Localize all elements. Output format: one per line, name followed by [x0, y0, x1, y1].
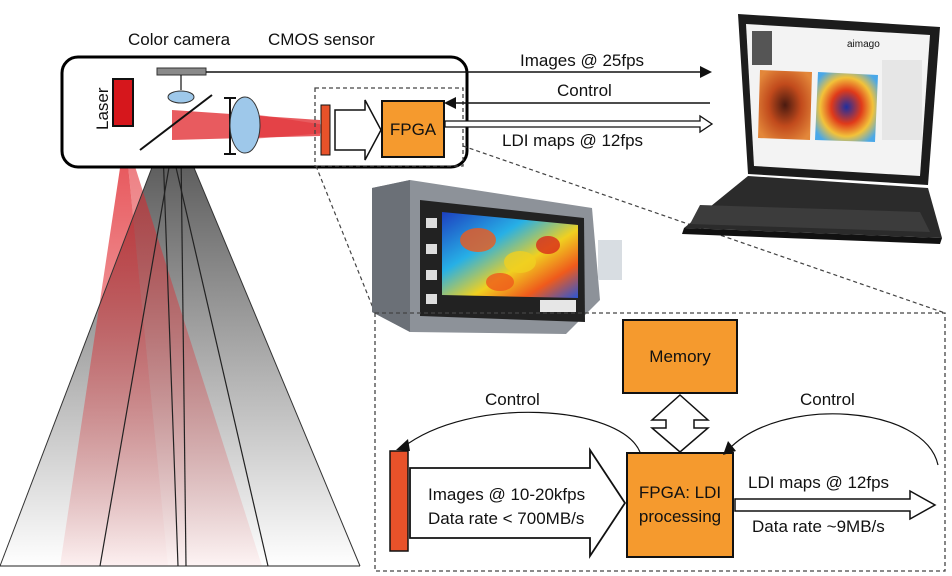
- ldi-maps-top-label: LDI maps @ 12fps: [502, 131, 643, 150]
- cmos-sensor-label: CMOS sensor: [268, 30, 375, 49]
- fpga-top-box: [381, 100, 445, 158]
- color-camera-label: Color camera: [128, 30, 231, 49]
- fpga-top-label: FPGA: [390, 120, 437, 139]
- data-rate-9-label: Data rate ~9MB/s: [752, 517, 885, 536]
- images-10-20-label: Images @ 10-20kfps: [428, 485, 585, 504]
- laser-label: Laser: [93, 87, 112, 130]
- ldi-maps-output-arrow: [734, 489, 937, 521]
- sensor-to-fpga-data-arrow: [409, 447, 627, 559]
- lens-icon: [224, 96, 261, 155]
- color-camera-icon: [156, 67, 207, 76]
- control-top-label: Control: [557, 81, 612, 100]
- zoom-region: [314, 87, 464, 167]
- control-right-arrow: [727, 413, 939, 466]
- control-left-label: Control: [485, 390, 540, 409]
- fpga-ldi-box: [626, 452, 734, 558]
- beam-splitter: [139, 94, 213, 151]
- svg-text:aimago: aimago: [847, 39, 880, 50]
- fpga-detail-panel: [374, 312, 946, 572]
- ldi-maps-bottom-label: LDI maps @ 12fps: [748, 473, 889, 492]
- data-rate-700-label: Data rate < 700MB/s: [428, 509, 584, 528]
- imaging-device-icon: [372, 180, 622, 334]
- sensor-to-fpga-arrow: [334, 99, 382, 161]
- memory-label: Memory: [649, 347, 711, 366]
- fpga-ldi-label-line1: FPGA: LDI: [639, 483, 721, 502]
- cmos-sensor-icon: [320, 104, 331, 156]
- control-right-label: Control: [800, 390, 855, 409]
- images-25fps-label: Images @ 25fps: [520, 51, 644, 70]
- memory-fpga-arrow: [649, 393, 711, 453]
- laser-icon: [112, 78, 134, 127]
- memory-box: [622, 319, 738, 394]
- ldi-maps-top-arrow: [444, 114, 714, 134]
- panel-sensor-icon: [389, 450, 409, 552]
- control-left-arrow: [401, 411, 641, 453]
- laptop-icon: aimago: [682, 14, 942, 244]
- camera-lens-icon: [167, 90, 195, 104]
- illumination-cone: [0, 114, 361, 567]
- fpga-ldi-label-line2: processing: [639, 507, 721, 526]
